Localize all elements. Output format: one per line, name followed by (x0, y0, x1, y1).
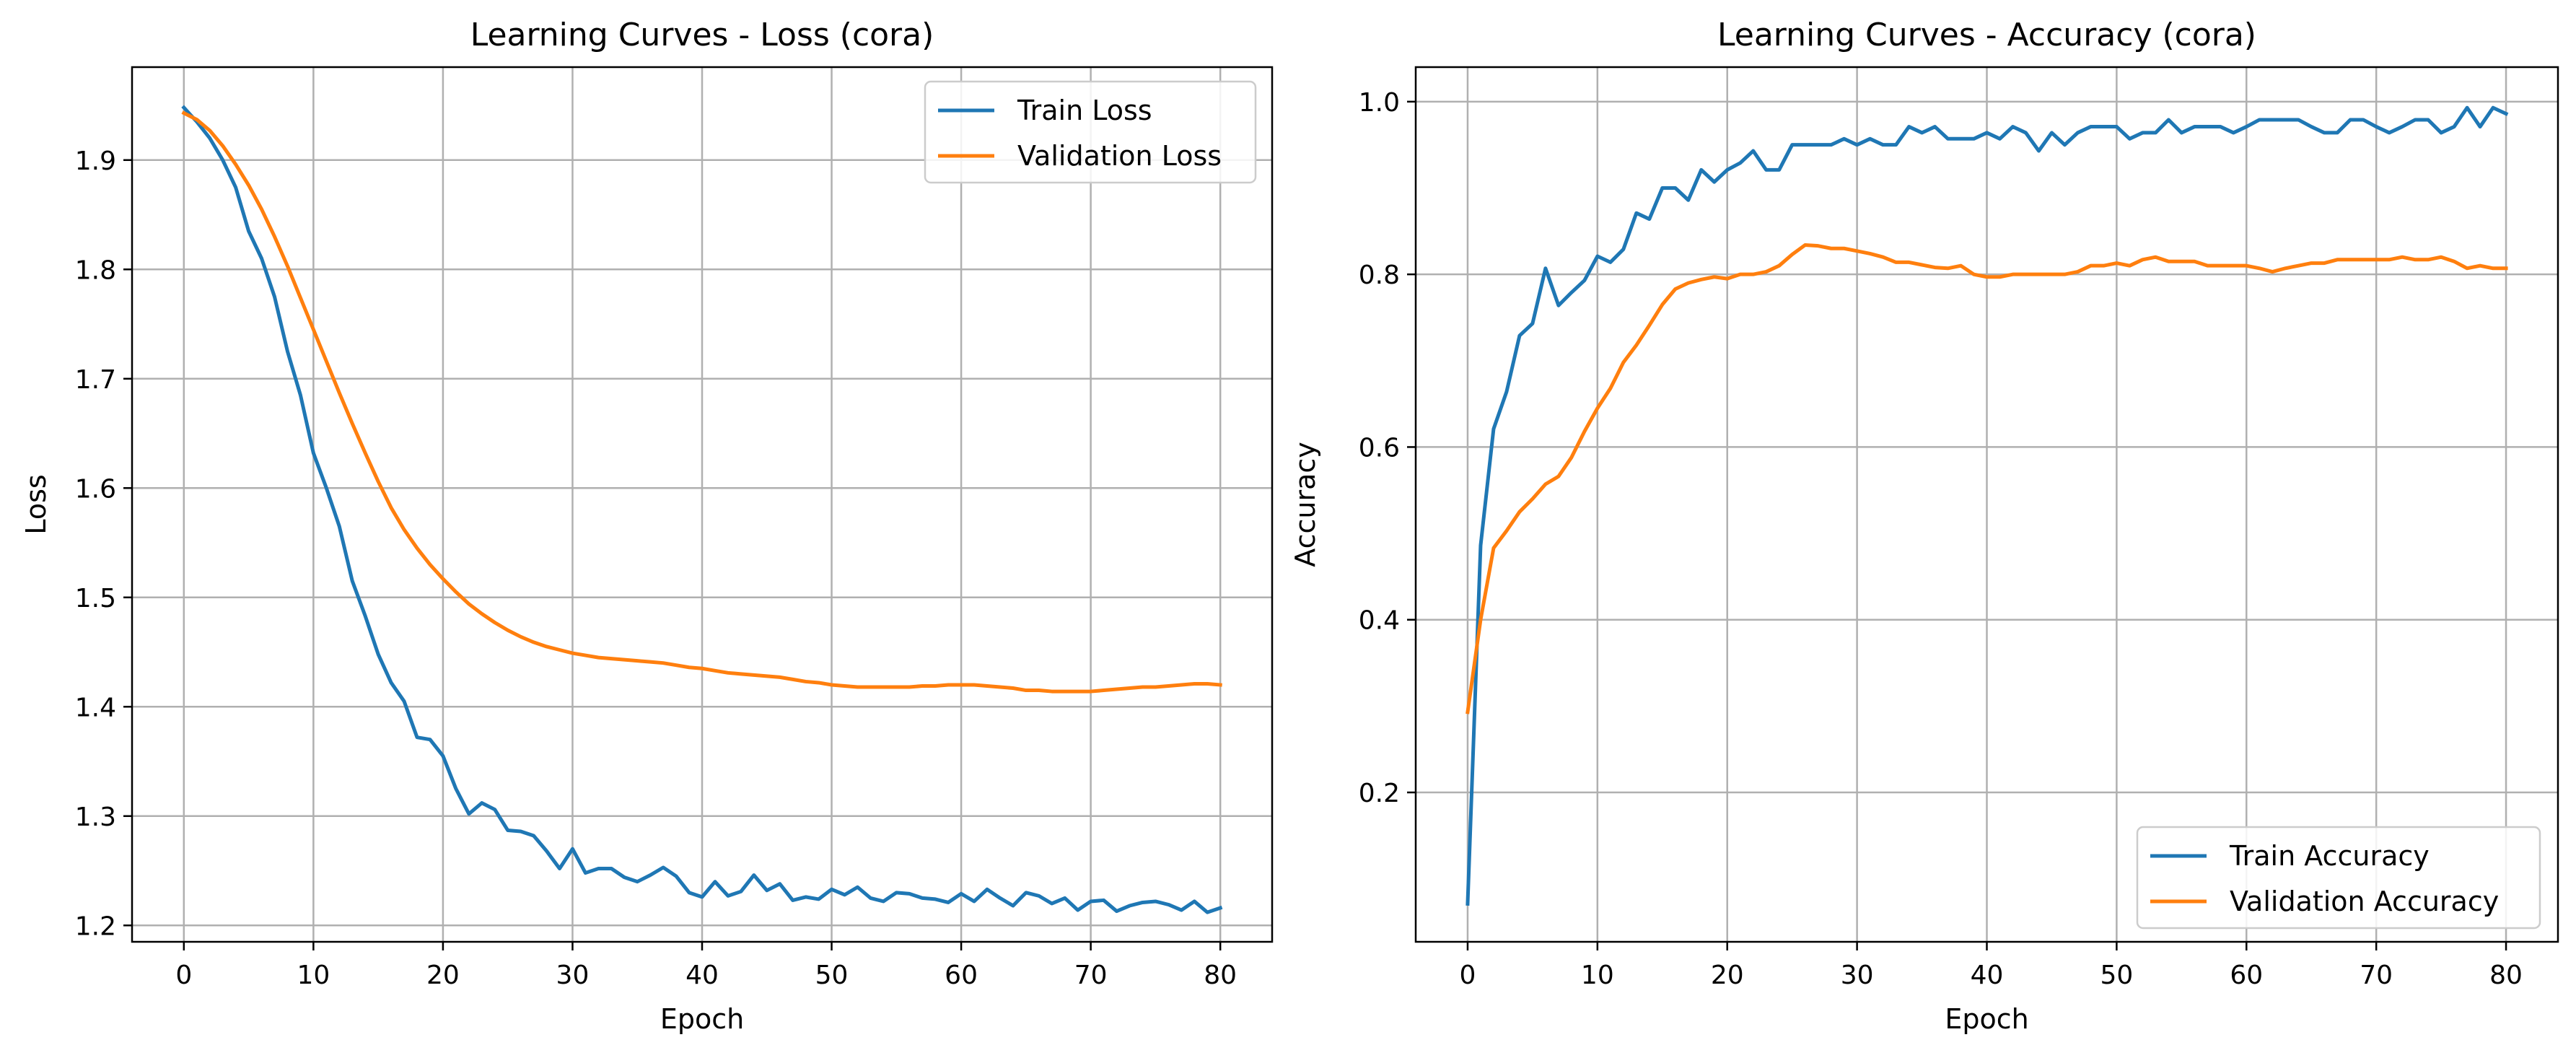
chart1-ytick-label-6: 1.8 (75, 255, 116, 285)
chart2-legend: Train Accuracy Validation Accuracy (2136, 826, 2541, 930)
chart1-xtick-label-3: 30 (556, 961, 590, 990)
chart1-ytick-label-1: 1.3 (75, 803, 116, 832)
chart1-ytick-label-7: 1.9 (75, 147, 116, 176)
chart1-legend-box (924, 80, 1257, 184)
chart2-legend-label-0: Train Accuracy (2229, 840, 2430, 872)
chart2-series-validation-accuracy (1466, 242, 2508, 714)
chart2-ytick-label-4: 1.0 (1359, 88, 1400, 118)
chart2-ytick-label-1: 0.4 (1359, 606, 1400, 636)
chart2-ytick-label-3: 0.8 (1359, 261, 1400, 290)
chart1-xtick-label-8: 80 (1204, 961, 1237, 990)
chart2-accuracy: Learning Curves - Accuracy (cora) 0 10 20 30… (1289, 17, 2559, 1035)
chart1-xtick-label-7: 70 (1074, 961, 1108, 990)
chart1-ylabel: Loss (20, 474, 52, 534)
chart2-ytick-label-2: 0.6 (1359, 433, 1400, 463)
chart2-title: Learning Curves - Accuracy (cora) (1717, 17, 2256, 53)
chart2-ytick-label-0: 0.2 (1359, 779, 1400, 808)
chart1-xtick-label-2: 20 (426, 961, 460, 990)
chart1-frame (131, 66, 1274, 943)
chart2-xtick-label-6: 60 (2230, 961, 2263, 990)
chart1-legend-label-0: Train Loss (1017, 95, 1152, 126)
chart1-xlabel: Epoch (660, 1003, 744, 1035)
chart2-series-train-accuracy (1466, 105, 2509, 906)
chart2-xtick-label-1: 10 (1581, 961, 1614, 990)
chart2-xtick-label-3: 30 (1841, 961, 1874, 990)
chart1-series-train-loss (181, 105, 1223, 914)
chart1-ytick-label-2: 1.4 (75, 693, 116, 722)
chart1-legend: Train Loss Validation Loss (924, 80, 1257, 184)
chart2-frame (1414, 66, 2559, 943)
chart2-xtick-label-4: 40 (1971, 961, 2004, 990)
chart1-legend-label-1: Validation Loss (1017, 140, 1222, 172)
chart2-legend-box (2136, 826, 2541, 930)
chart2-xtick-label-2: 20 (1711, 961, 1744, 990)
chart1-series-validation-loss (181, 110, 1222, 694)
chart2-legend-label-1: Validation Accuracy (2230, 886, 2499, 917)
chart1-xtick-label-4: 40 (685, 961, 719, 990)
chart2-xtick-label-5: 50 (2100, 961, 2133, 990)
chart1-xtick-label-5: 50 (815, 961, 849, 990)
chart2-xlabel: Epoch (1945, 1003, 2028, 1035)
chart1-ytick-label-3: 1.5 (75, 584, 116, 613)
chart1-xtick-label-6: 60 (945, 961, 978, 990)
chart1-ytick-label-4: 1.6 (75, 474, 116, 504)
chart2-xtick-label-7: 70 (2360, 961, 2393, 990)
chart2-xtick-label-0: 0 (1460, 961, 1476, 990)
chart1-ytick-label-0: 1.2 (75, 911, 116, 941)
chart1-ytick-label-5: 1.7 (75, 365, 116, 395)
chart2-xtick-label-8: 80 (2489, 961, 2523, 990)
chart1-xtick-label-1: 10 (297, 961, 330, 990)
chart1-loss: Learning Curves - Loss (cora) 0 10 20 30 40 50… (20, 17, 1274, 1035)
chart1-title: Learning Curves - Loss (cora) (470, 17, 934, 53)
chart2-ylabel: Accuracy (1289, 442, 1321, 567)
chart1-xtick-label-0: 0 (175, 961, 192, 990)
